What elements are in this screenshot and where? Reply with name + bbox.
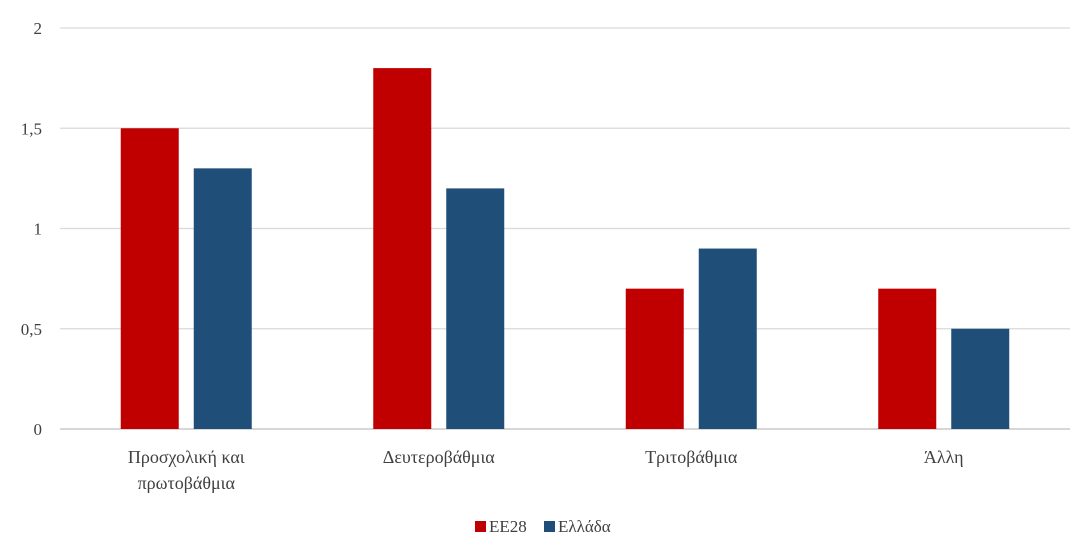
y-tick-label: 1 (34, 220, 43, 239)
y-tick-label: 2 (34, 19, 43, 38)
x-category-label: Τριτοβάθμια (645, 447, 738, 467)
bar-ee28 (625, 288, 684, 429)
bar-ellada (698, 248, 757, 429)
x-axis: Προσχολική και πρωτοβάθμια Δευτεροβάθμια Τρ… (128, 447, 964, 493)
y-tick-label: 1,5 (21, 119, 42, 138)
y-tick-label: 0 (34, 420, 43, 439)
bars (120, 68, 1010, 429)
x-category-label: Προσχολική και πρωτοβάθμια (128, 447, 245, 493)
legend: ΕΕ28 Ελλάδα (475, 517, 611, 536)
legend-swatch (544, 521, 555, 532)
bar-ellada (446, 188, 505, 429)
y-tick-label: 0,5 (21, 320, 42, 339)
x-category-label: Άλλη (924, 447, 964, 467)
bar-ee28 (120, 128, 179, 429)
bar-ellada (951, 328, 1010, 429)
legend-label: ΕΕ28 (489, 517, 527, 536)
legend-label: Ελλάδα (558, 517, 611, 536)
legend-swatch (475, 521, 486, 532)
bar-ee28 (373, 68, 432, 429)
x-category-label: Δευτεροβάθμια (383, 447, 496, 467)
bar-ellada (193, 168, 252, 429)
bar-ee28 (878, 288, 937, 429)
y-axis: 0 0,5 1 1,5 2 (21, 19, 42, 439)
